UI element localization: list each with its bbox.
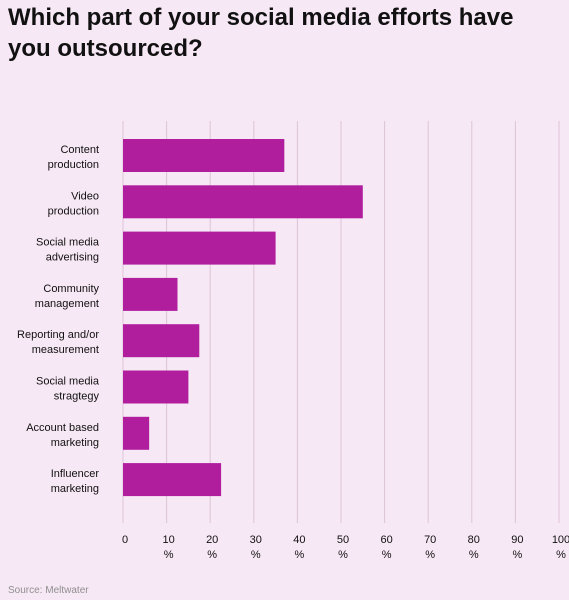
x-tick-label: 80% xyxy=(468,534,480,561)
bar-community-management xyxy=(123,277,178,311)
category-label: Account based marketing xyxy=(26,422,99,449)
source-note: Source: Meltwater xyxy=(8,585,89,596)
x-tick-label: 40% xyxy=(293,534,305,561)
x-tick-label: 100% xyxy=(552,534,569,561)
category-label: Video production xyxy=(48,190,99,217)
x-tick-label: 20% xyxy=(206,534,218,561)
x-tick-label: 60% xyxy=(380,534,392,561)
x-tick-label: 90% xyxy=(511,534,523,561)
x-tick-label: 70% xyxy=(424,534,436,561)
x-tick-label: 30% xyxy=(250,534,262,561)
category-label: Social media advertising xyxy=(36,237,100,264)
category-label: Community management xyxy=(35,283,100,310)
chart-title: Which part of your social media efforts … xyxy=(8,4,514,62)
bar-video-production xyxy=(123,185,363,219)
category-label: Influencer marketing xyxy=(51,468,100,495)
bar-social-media-advertising xyxy=(123,231,276,265)
x-tick-label: 10% xyxy=(162,534,174,561)
x-tick-label: 50% xyxy=(337,534,349,561)
bar-influencer-marketing xyxy=(123,463,222,497)
bar-social-media-stragtegy xyxy=(123,370,189,404)
category-label: Social media stragtegy xyxy=(36,376,100,403)
x-tick-label: 0 xyxy=(122,534,128,546)
bar-account-based-marketing xyxy=(123,416,150,450)
category-label: Reporting and/or measurement xyxy=(17,329,99,356)
category-label: Content production xyxy=(48,144,99,171)
bar-content-production xyxy=(123,139,285,172)
bar-reporting-and-or-measurement xyxy=(123,324,200,358)
